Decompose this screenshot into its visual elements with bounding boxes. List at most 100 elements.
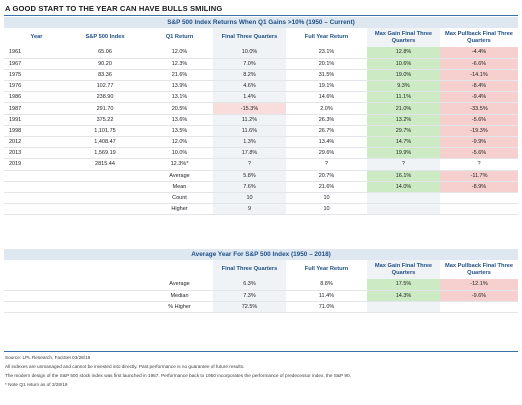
table2-cell [440, 301, 519, 314]
table-row: 1975 83.36 21.6% 8.2% 31.5% 19.0% -14.1% [4, 69, 519, 82]
table-cell: 9.3% [367, 80, 440, 93]
headline-rule [4, 15, 518, 16]
table-cell: 1,408.47 [64, 136, 146, 149]
table2-cell: 17.5% [367, 279, 440, 291]
table-cell: 13.6% [146, 114, 213, 126]
table-cell: 13.5% [146, 125, 213, 138]
table-title: S&P 500 Index Returns When Q1 Gains >10%… [4, 17, 519, 28]
table-cell: -5.6% [440, 114, 519, 126]
table-row: 1961 65.06 12.0% 10.0% 23.1% 12.8% -4.4% [4, 47, 519, 59]
table2-row: % Higher 72.5% 71.0% [4, 301, 519, 314]
table2-row-label: % Higher [146, 301, 213, 314]
table-row: 1998 1,101.75 13.5% 11.6% 26.7% 29.7% -19.3% [4, 125, 519, 138]
summary-cell: 20.7% [286, 170, 367, 182]
summary-cell: 5.8% [213, 170, 286, 182]
table2-header-row: Final Three Quarters Full Year Return Ma… [4, 260, 518, 279]
table-cell: 26.3% [286, 114, 367, 126]
table-row: 1967 90.20 12.3% 7.0% 20.1% 10.6% -6.6% [4, 58, 519, 70]
table-cell: 1.3% [213, 136, 286, 149]
table-cell: 21.0% [367, 102, 440, 115]
table-cell: 4.6% [213, 80, 286, 93]
table-summary: Average 5.8% 20.7% 16.1% -11.7% Mean 7.6% 21.6%… [4, 170, 519, 216]
summary-row: Mean 7.6% 21.6% 14.0% -8.9% [4, 181, 519, 193]
summary-row: Count 10 10 [4, 192, 519, 205]
col-header-year: Year [30, 34, 43, 41]
table-row: 2012 1,408.47 12.0% 1.3% 13.4% 14.7% -9.9% [4, 136, 519, 149]
table2-cell: 71.0% [286, 301, 367, 314]
table2-cell [367, 301, 440, 314]
table-cell: 14.6% [286, 91, 367, 104]
col-header-max-pullback: Max Pullback Final Three Quarters [445, 30, 513, 44]
table-cell: 1991 [4, 114, 64, 126]
table-row: 1976 102.77 13.9% 4.6% 19.1% 9.3% -8.4% [4, 80, 519, 93]
table-cell: -9.4% [440, 91, 519, 104]
table-cell: 375.22 [64, 114, 146, 126]
summary-cell [367, 192, 440, 205]
table-cell: 1976 [4, 80, 64, 93]
table-cell: 13.9% [146, 80, 213, 93]
footnotes: Source: LPL Research, FactSet 03/28/19 A… [5, 354, 351, 390]
table-header-row: Year S&P 500 Index Q1 Return Final Three… [4, 28, 518, 47]
table-row: 1986 238.90 13.1% 1.4% 14.6% 11.1% -9.4% [4, 91, 519, 104]
table2-cell: -9.6% [440, 290, 519, 302]
summary-cell: 14.0% [367, 181, 440, 193]
table2-cell: 11.4% [286, 290, 367, 302]
table-cell: 10.0% [146, 147, 213, 160]
col-header-index: S&P 500 Index [85, 34, 125, 41]
col-header-max-gain: Max Gain Final Three Quarters [367, 28, 440, 47]
table-cell: 2.0% [286, 102, 367, 115]
table2-header-max-gain: Max Gain Final Three Quarters [367, 260, 440, 279]
table-cell: ? [367, 158, 440, 171]
table-cell: 11.6% [213, 125, 286, 138]
table-cell: -9.9% [440, 136, 519, 149]
summary-cell [440, 203, 519, 216]
summary-cell [440, 192, 519, 205]
table-cell: 31.5% [286, 69, 367, 82]
table-cell: 26.7% [286, 125, 367, 138]
table-cell: 1967 [4, 58, 64, 70]
average-year-table: Average Year For S&P 500 Index (1950 – 2… [4, 249, 519, 314]
table-cell: 12.0% [146, 136, 213, 149]
table-body: 1961 65.06 12.0% 10.0% 23.1% 12.8% -4.4% 1967 90… [4, 47, 519, 171]
table2-cell: 6.3% [213, 279, 286, 291]
col-header-q1-return: Q1 Return [165, 34, 194, 41]
summary-label: Higher [146, 203, 213, 216]
table-cell: 1961 [4, 47, 64, 59]
summary-row: Higher 9 10 [4, 203, 519, 216]
table-cell: 11.2% [213, 114, 286, 126]
summary-label: Count [146, 192, 213, 205]
footnote-methodology: The modern design of the S&P 500 stock i… [5, 372, 351, 378]
table-cell: 23.1% [286, 47, 367, 59]
table-cell: -6.6% [440, 58, 519, 70]
table2-cell: 8.8% [286, 279, 367, 291]
footnote-q1: * Note Q1 return as of 3/28/19 [5, 381, 68, 387]
table-cell: 1975 [4, 69, 64, 82]
table2-header-max-pullback: Max Pullback Final Three Quarters [445, 262, 513, 276]
table-cell: 291.70 [64, 102, 146, 115]
table2-cell: 72.5% [213, 301, 286, 314]
table2-cell: -12.1% [440, 279, 519, 291]
summary-label: Average [146, 170, 213, 182]
table-cell: 1.4% [213, 91, 286, 104]
table-cell: 65.06 [64, 47, 146, 59]
table-cell: 12.3% [146, 58, 213, 70]
summary-cell: 21.6% [286, 181, 367, 193]
table-cell: 17.8% [213, 147, 286, 160]
summary-cell: 16.1% [367, 170, 440, 182]
table-cell: 19.9% [367, 147, 440, 160]
summary-cell: -11.7% [440, 170, 519, 182]
table-cell: -15.3% [213, 102, 286, 115]
page-headline: A GOOD START TO THE YEAR CAN HAVE BULLS … [5, 4, 223, 13]
summary-label: Mean [146, 181, 213, 193]
table2-header-final-three-quarters: Final Three Quarters [213, 260, 286, 279]
col-header-full-year: Full Year Return [304, 34, 349, 41]
table-cell: 19.0% [367, 69, 440, 82]
table2-row: Average 6.3% 8.8% 17.5% -12.1% [4, 279, 519, 291]
table-cell: -19.3% [440, 125, 519, 138]
col-header-final-three-quarters: Final Three Quarters [213, 28, 286, 47]
table2-row: Median 7.3% 11.4% 14.3% -9.6% [4, 290, 519, 302]
table-cell: 2019 [4, 158, 64, 171]
table-cell: 13.1% [146, 91, 213, 104]
table2-title: Average Year For S&P 500 Index (1950 – 2… [4, 249, 519, 260]
table-cell: 20.1% [286, 58, 367, 70]
